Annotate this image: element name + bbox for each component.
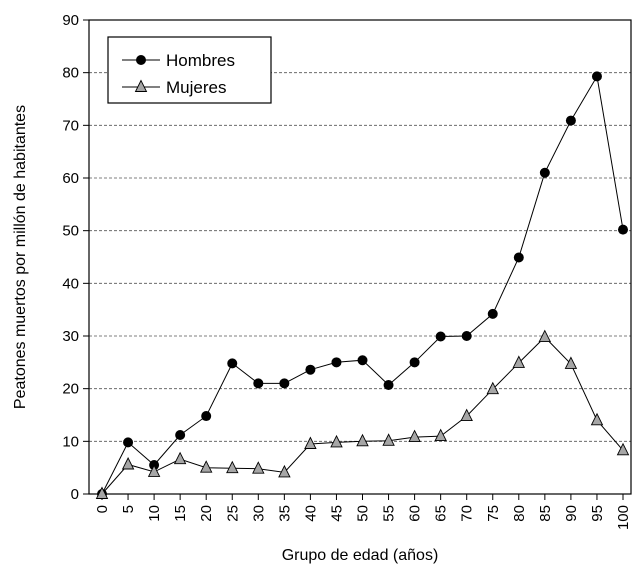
y-tick-label-0: 0 xyxy=(71,486,79,503)
point-mujeres-75 xyxy=(486,381,500,395)
point-hombres-45 xyxy=(331,357,342,368)
point-mujeres-45 xyxy=(330,434,343,448)
x-tick-label-25: 25 xyxy=(224,505,241,522)
y-tick-label-40: 40 xyxy=(62,275,79,292)
y-tick-label-70: 70 xyxy=(62,117,79,134)
x-tick-label-30: 30 xyxy=(250,505,267,522)
point-hombres-50 xyxy=(357,355,368,366)
point-mujeres-100 xyxy=(616,442,630,456)
point-hombres-15 xyxy=(175,430,186,441)
point-hombres-60 xyxy=(409,357,420,368)
point-hombres-40 xyxy=(305,364,316,375)
legend-box xyxy=(107,36,272,104)
legend: Hombres Mujeres xyxy=(107,36,272,104)
point-mujeres-5 xyxy=(121,456,135,470)
point-mujeres-70 xyxy=(460,408,473,422)
point-mujeres-95 xyxy=(590,412,604,426)
point-mujeres-0 xyxy=(95,486,109,499)
x-tick-label-5: 5 xyxy=(120,505,137,513)
y-tick-label-50: 50 xyxy=(62,223,79,240)
x-tick-label-90: 90 xyxy=(563,505,580,522)
x-tick-label-40: 40 xyxy=(302,505,319,522)
legend-label-hombres: Hombres xyxy=(166,51,235,70)
point-mujeres-30 xyxy=(252,461,265,474)
x-axis: 0 5 10 15 20 25 30 35 40 45 50 55 60 65 70 75 80 85 90 95 10… xyxy=(94,494,632,530)
x-tick-label-80: 80 xyxy=(511,505,528,522)
x-axis-title: Grupo de edad (años) xyxy=(282,547,439,564)
grid-lines xyxy=(89,72,631,442)
point-mujeres-50 xyxy=(356,433,369,447)
point-hombres-100 xyxy=(618,224,628,235)
point-hombres-30 xyxy=(253,378,264,389)
x-tick-label-20: 20 xyxy=(198,505,215,522)
legend-marker-hombres xyxy=(136,55,146,65)
point-hombres-80 xyxy=(513,252,524,263)
x-tick-label-50: 50 xyxy=(355,505,372,522)
x-tick-label-100: 100 xyxy=(615,505,632,530)
x-tick-label-65: 65 xyxy=(433,505,450,522)
point-hombres-90 xyxy=(565,115,576,126)
point-hombres-65 xyxy=(435,331,446,342)
y-tick-label-30: 30 xyxy=(62,328,79,345)
x-tick-label-85: 85 xyxy=(537,505,554,522)
y-tick-label-20: 20 xyxy=(62,381,79,398)
point-mujeres-25 xyxy=(226,460,239,474)
y-tick-label-10: 10 xyxy=(62,433,79,450)
y-axis: 0 10 20 30 40 50 60 70 80 90 xyxy=(62,12,89,503)
point-hombres-95 xyxy=(591,71,602,82)
x-tick-label-75: 75 xyxy=(485,505,502,522)
x-tick-label-70: 70 xyxy=(459,505,476,522)
legend-marker-mujeres xyxy=(134,79,148,92)
x-tick-label-55: 55 xyxy=(381,505,398,522)
x-tick-label-60: 60 xyxy=(407,505,424,522)
point-hombres-20 xyxy=(201,411,212,422)
x-tick-label-45: 45 xyxy=(328,505,345,522)
y-tick-label-60: 60 xyxy=(62,170,79,187)
point-hombres-5 xyxy=(123,437,134,448)
y-tick-label-90: 90 xyxy=(62,12,79,29)
point-mujeres-90 xyxy=(564,356,578,369)
plot-frame xyxy=(88,19,632,495)
x-tick-label-35: 35 xyxy=(276,505,293,522)
point-hombres-75 xyxy=(487,308,498,319)
x-tick-label-0: 0 xyxy=(94,505,111,513)
point-mujeres-40 xyxy=(304,436,317,449)
y-tick-label-80: 80 xyxy=(62,65,79,82)
series-group xyxy=(95,71,630,499)
point-mujeres-85 xyxy=(538,329,552,343)
point-mujeres-80 xyxy=(512,355,526,368)
y-axis-title: Peatones muertos por millón de habitante… xyxy=(12,105,29,409)
point-hombres-70 xyxy=(461,331,472,341)
point-mujeres-20 xyxy=(199,460,213,473)
x-tick-label-95: 95 xyxy=(589,505,606,522)
point-mujeres-15 xyxy=(173,451,187,465)
point-mujeres-10 xyxy=(147,464,161,477)
legend-label-mujeres: Mujeres xyxy=(166,78,226,97)
point-mujeres-35 xyxy=(278,464,291,478)
point-hombres-25 xyxy=(227,358,238,369)
point-mujeres-55 xyxy=(382,433,395,446)
x-tick-label-10: 10 xyxy=(146,505,163,522)
point-hombres-55 xyxy=(383,379,394,390)
x-tick-label-15: 15 xyxy=(172,505,189,522)
point-mujeres-60 xyxy=(408,429,421,443)
point-mujeres-65 xyxy=(434,428,447,442)
point-hombres-35 xyxy=(279,378,290,389)
point-hombres-85 xyxy=(539,167,550,178)
